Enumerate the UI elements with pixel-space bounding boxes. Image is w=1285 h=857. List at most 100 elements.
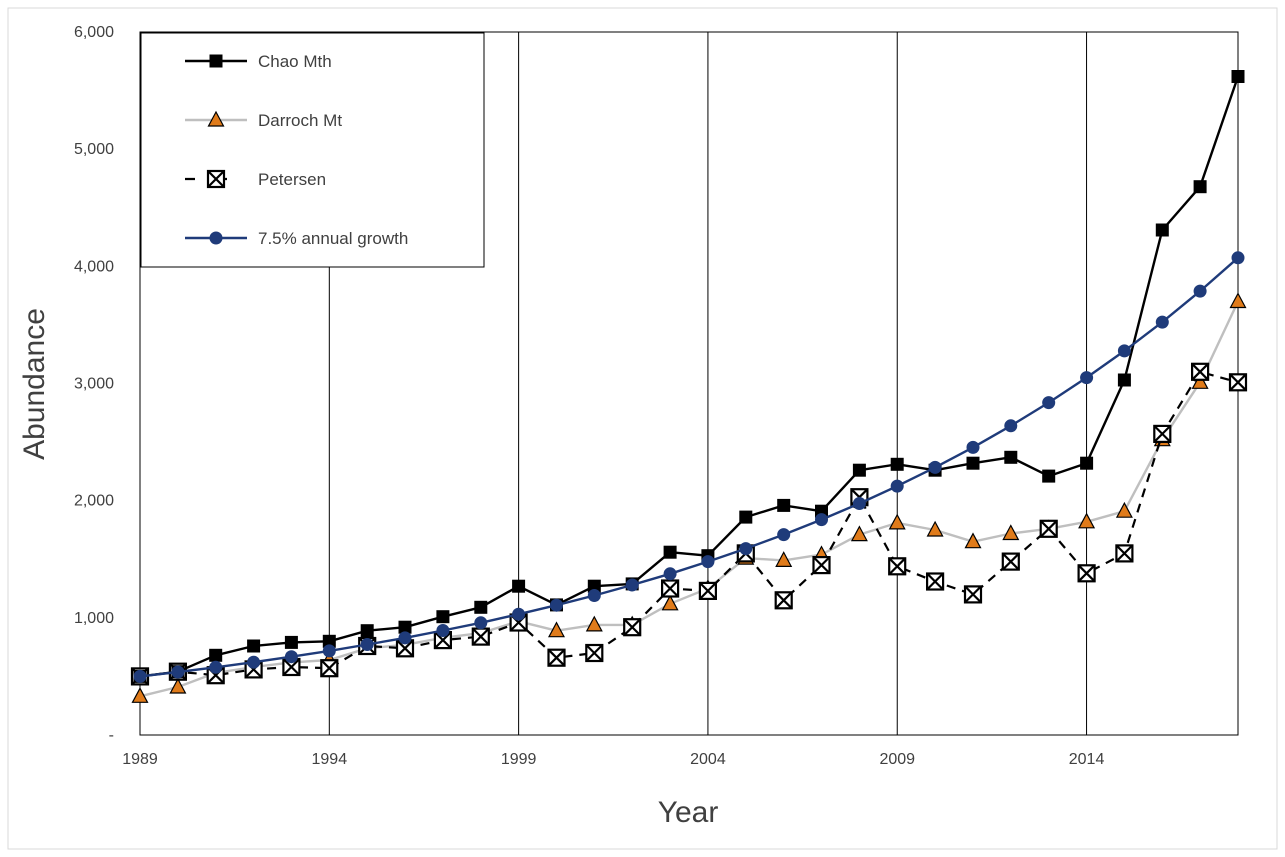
data-point-petersen bbox=[963, 585, 983, 604]
data-point-7-5-annual-growth bbox=[209, 660, 223, 674]
y-tick-label: - bbox=[109, 727, 114, 744]
axes: 1989 1994 1999 2004 2009 2014 - 1,000 2,000 3,000… bbox=[74, 24, 1104, 768]
data-point-chao-mth bbox=[966, 456, 980, 470]
data-point-chao-mth bbox=[1042, 469, 1056, 483]
data-point-7-5-annual-growth bbox=[284, 650, 298, 664]
data-point-7-5-annual-growth bbox=[512, 607, 526, 621]
data-point-petersen bbox=[774, 591, 793, 610]
legend-label-petersen: Petersen bbox=[258, 170, 326, 189]
legend-marker-petersen bbox=[206, 169, 226, 189]
data-point-chao-mth bbox=[247, 639, 261, 653]
data-point-chao-mth bbox=[1193, 180, 1207, 194]
x-tick-label: 1999 bbox=[501, 751, 537, 768]
data-point-petersen bbox=[1039, 519, 1058, 538]
data-point-petersen bbox=[320, 659, 339, 678]
y-tick-label: 6,000 bbox=[74, 24, 114, 41]
data-point-7-5-annual-growth bbox=[815, 513, 828, 527]
data-point-chao-mth bbox=[474, 600, 488, 614]
data-point-chao-mth bbox=[739, 510, 753, 524]
data-point-7-5-annual-growth bbox=[1042, 396, 1056, 410]
data-point-petersen bbox=[1228, 373, 1248, 392]
data-point-petersen bbox=[1115, 544, 1134, 563]
y-axis-title: Abundance bbox=[18, 308, 51, 460]
series-petersen bbox=[130, 362, 1248, 686]
data-point-7-5-annual-growth bbox=[360, 638, 374, 651]
data-point-7-5-annual-growth bbox=[1080, 371, 1094, 385]
data-point-7-5-annual-growth bbox=[777, 528, 791, 542]
data-point-petersen bbox=[1190, 362, 1210, 381]
data-point-petersen bbox=[888, 557, 907, 576]
data-point-7-5-annual-growth bbox=[625, 578, 639, 592]
data-point-7-5-annual-growth bbox=[701, 555, 715, 569]
y-tick-label: 4,000 bbox=[74, 258, 114, 275]
data-point-7-5-annual-growth bbox=[928, 460, 942, 474]
data-point-chao-mth bbox=[512, 579, 526, 593]
data-point-7-5-annual-growth bbox=[436, 624, 450, 637]
legend-marker-chao-mth bbox=[209, 54, 223, 68]
data-point-chao-mth bbox=[436, 610, 450, 624]
series-line-darroch-mt bbox=[139, 300, 1240, 698]
data-point-chao-mth bbox=[284, 635, 298, 649]
data-point-7-5-annual-growth bbox=[739, 542, 753, 556]
data-point-7-5-annual-growth bbox=[398, 631, 412, 645]
data-point-petersen bbox=[812, 555, 831, 575]
series-layer bbox=[130, 70, 1248, 703]
x-tick-label: 1994 bbox=[312, 751, 348, 768]
series-chao-mth bbox=[133, 70, 1245, 683]
data-point-7-5-annual-growth bbox=[322, 644, 336, 658]
data-point-7-5-annual-growth bbox=[1231, 251, 1245, 265]
data-point-7-5-annual-growth bbox=[1117, 344, 1131, 358]
legend-label-chao-mth: Chao Mth bbox=[258, 52, 332, 71]
data-point-7-5-annual-growth bbox=[890, 479, 904, 493]
data-point-7-5-annual-growth bbox=[171, 665, 185, 679]
data-point-chao-mth bbox=[360, 624, 374, 638]
data-point-darroch-mt bbox=[889, 514, 906, 530]
data-point-7-5-annual-growth bbox=[247, 655, 261, 669]
x-tick-label: 2014 bbox=[1069, 751, 1105, 768]
data-point-petersen bbox=[698, 581, 718, 601]
y-tick-label: 5,000 bbox=[74, 141, 114, 158]
data-point-7-5-annual-growth bbox=[550, 598, 563, 612]
y-tick-label: 2,000 bbox=[74, 493, 114, 510]
data-point-chao-mth bbox=[852, 463, 866, 477]
data-point-chao-mth bbox=[1004, 450, 1018, 464]
chart-border bbox=[7, 7, 1278, 850]
legend-box bbox=[140, 32, 485, 268]
y-tick-label: 1,000 bbox=[74, 610, 114, 627]
legend: Chao Mth Darroch Mt Petersen 7.5% annual gr… bbox=[140, 32, 485, 268]
y-tick-label: 3,000 bbox=[74, 376, 114, 393]
data-point-chao-mth bbox=[1231, 70, 1245, 83]
data-point-7-5-annual-growth bbox=[474, 616, 488, 630]
data-point-chao-mth bbox=[1155, 223, 1169, 237]
data-point-7-5-annual-growth bbox=[1193, 284, 1207, 298]
data-point-petersen bbox=[585, 643, 604, 663]
data-point-petersen bbox=[471, 627, 490, 646]
x-tick-label: 2009 bbox=[879, 751, 915, 768]
data-point-petersen bbox=[1001, 552, 1020, 571]
series-7-5-annual-growth bbox=[133, 251, 1245, 683]
data-point-7-5-annual-growth bbox=[1004, 419, 1018, 433]
data-point-chao-mth bbox=[663, 545, 677, 559]
x-tick-label: 1989 bbox=[122, 751, 158, 768]
data-point-7-5-annual-growth bbox=[663, 567, 677, 581]
data-point-darroch-mt bbox=[1229, 292, 1247, 309]
data-point-petersen bbox=[660, 579, 680, 598]
legend-marker-7-5-annual-growth bbox=[209, 231, 223, 245]
data-point-7-5-annual-growth bbox=[133, 669, 147, 683]
data-point-petersen bbox=[547, 648, 566, 667]
data-point-7-5-annual-growth bbox=[1155, 315, 1169, 329]
data-point-7-5-annual-growth bbox=[587, 589, 601, 602]
x-axis-title: Year bbox=[658, 796, 719, 829]
data-point-petersen bbox=[623, 618, 642, 637]
data-point-chao-mth bbox=[1117, 373, 1131, 387]
data-point-petersen bbox=[1077, 564, 1096, 583]
legend-label-7-5-annual-growth: 7.5% annual growth bbox=[258, 229, 408, 248]
data-point-7-5-annual-growth bbox=[966, 440, 980, 454]
x-tick-label: 2004 bbox=[690, 751, 726, 768]
data-point-chao-mth bbox=[1080, 456, 1094, 470]
data-point-chao-mth bbox=[777, 498, 791, 512]
data-point-chao-mth bbox=[209, 648, 223, 662]
data-point-7-5-annual-growth bbox=[852, 497, 866, 510]
